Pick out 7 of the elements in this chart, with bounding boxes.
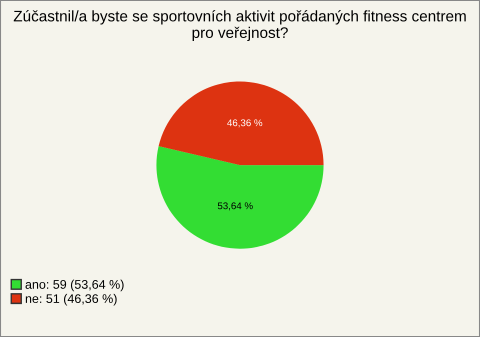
data-label: 53,64 %	[218, 202, 253, 210]
pie-slice	[156, 146, 324, 249]
legend-label: ne: 51 (46,36 %)	[26, 294, 117, 306]
pie-slice	[158, 82, 324, 166]
chart-title: Zúčastnil/a byste se sportovních aktivit pořádaných fitness centrem pro veřejnost?	[14, 10, 466, 42]
data-label: 46,36 %	[227, 119, 262, 128]
legend-label: ano: 59 (53,64 %)	[26, 280, 124, 292]
